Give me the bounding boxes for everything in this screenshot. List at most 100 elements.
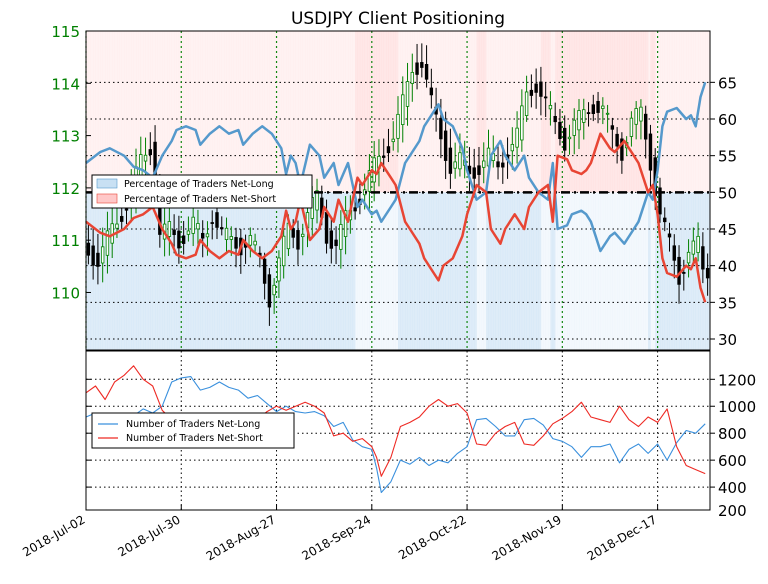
candle-body [696,235,700,253]
legend-label: Number of Traders Net-Long [126,419,260,430]
candle-body [639,106,643,122]
legend: Percentage of Traders Net-Long Percentage… [91,174,313,209]
candle-body [181,235,186,244]
x-tick-label: 2018-Nov-19 [490,512,564,563]
candle-body [229,236,233,240]
candle-body [382,155,386,158]
candle-body [429,87,434,96]
candle-body [329,230,334,249]
right-tick-label: 800 [718,425,747,443]
candle-body [620,138,624,161]
candle-body [267,274,272,308]
candle-body [120,216,124,222]
candle-body [191,216,195,234]
candle-body [567,136,572,140]
candle-body [648,133,653,171]
candle-body [553,115,557,123]
right-tick-label: 1200 [718,371,756,389]
right-tick-label: 1000 [718,398,756,416]
plot-frame [85,350,711,511]
right-tick-label: 45 [718,221,737,239]
left-tick-label: 110 [51,284,80,302]
candle-body [605,112,610,115]
x-axis: 2018-Jul-02 2018-Jul-30 2018-Aug-27 2018-Se… [20,505,659,563]
candle-body [610,125,615,130]
candle-body [477,165,481,175]
candle-body [443,130,448,161]
candle-body [615,133,619,147]
x-tick-label: 2018-Aug-27 [204,512,278,563]
candle-body [520,105,524,141]
candle-body [196,223,200,230]
right-tick-label: 35 [718,294,737,312]
count-net-long-line [85,376,706,494]
left-tick-label: 114 [51,75,80,93]
candle-body [296,230,300,250]
candle-body [672,245,676,261]
candle-body [643,113,648,140]
left-tick-label: 113 [51,128,80,146]
right-tick-label: 55 [718,148,737,166]
candle-body [558,121,562,140]
candle-body [386,146,391,154]
candle-body [453,161,457,169]
candle-body [563,127,567,151]
legend-label: Percentage of Traders Net-Long [124,179,274,190]
legend: Number of Traders Net-Long Number of Trad… [91,412,295,449]
right-tick-label: 400 [718,479,747,497]
candle-body [334,239,338,247]
candle-body [96,252,100,267]
candle-body [391,138,395,143]
candle-body [343,210,348,237]
right-tick-label: 30 [718,331,737,349]
x-tick-label: 2018-Sep-24 [300,512,374,563]
candle-body [172,229,176,235]
right-tick-label: 200 [718,502,747,520]
candle-body [177,230,181,249]
candle-body [596,100,600,113]
candle-body [143,154,148,162]
candle-body [439,117,443,140]
net-long-line [86,81,707,253]
candle-body [301,233,305,238]
candle-body [291,228,295,238]
candle-body [253,240,257,246]
candle-body [524,91,529,116]
candle-body [705,267,710,279]
right-tick-label: 60 [718,111,737,129]
plot-frame [85,30,711,351]
candle-body [281,235,286,267]
right-tick-label: 600 [718,452,747,470]
candle-body [186,230,191,235]
candle-body [601,105,605,109]
candle-body [448,147,453,174]
candle-body [634,108,638,125]
legend-label: Percentage of Traders Net-Short [124,194,276,205]
right-tick-label: 65 [718,74,737,92]
left-tick-label: 111 [51,232,80,250]
candle-body [686,251,691,264]
right-tick-label: 40 [718,258,737,276]
candle-body [586,112,591,115]
candle-body [396,113,400,139]
candle-body [629,117,634,137]
candle-body [220,227,224,230]
candle-body [91,245,95,266]
candle-body [248,235,253,246]
candle-body [353,207,357,212]
candle-body [234,237,238,249]
candle-body [324,212,329,244]
candle-body [658,187,662,215]
candle-body [210,222,214,224]
candle-body [677,256,681,285]
x-tick-label: 2018-Jul-30 [115,512,182,559]
candle-body [572,119,576,136]
legend-box [91,174,313,209]
legend-swatch [96,193,118,204]
left-tick-label: 112 [51,180,80,198]
legend-swatch [96,178,118,189]
candle-body [515,127,519,148]
candle-body [401,94,405,125]
candle-body [315,190,319,211]
